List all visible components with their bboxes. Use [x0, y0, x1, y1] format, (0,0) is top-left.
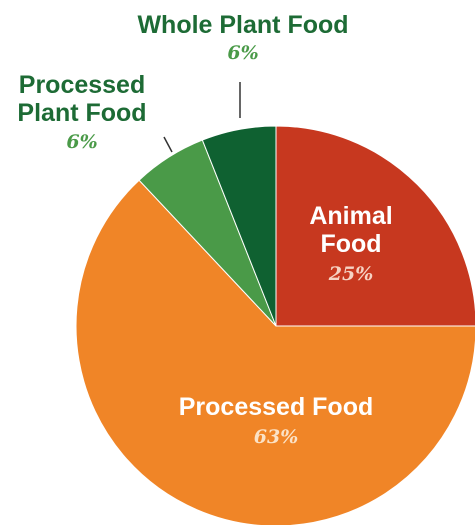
slice-value-processed-food: 63%: [254, 426, 299, 448]
slice-name-processed-plant-food-line-2: Plant Food: [17, 99, 146, 127]
slice-name-animal-food-line-1: Animal: [309, 202, 392, 230]
slices-layer: [75, 125, 475, 525]
slice-label-whole-plant-food: Whole Plant Food 6%: [137, 11, 348, 64]
pie-slice-animal-food: [275, 125, 475, 327]
slice-name-processed-food-line-1: Processed Food: [179, 393, 374, 421]
slice-value-processed-plant-food: 6%: [66, 131, 97, 153]
pie-slice-whole-plant-food: [201, 125, 277, 327]
slice-name-animal-food-line-2: Food: [320, 230, 381, 258]
slice-value-animal-food: 25%: [328, 263, 374, 285]
slice-value-whole-plant-food: 6%: [227, 42, 258, 64]
slice-name-processed-plant-food-line-1: Processed: [19, 71, 145, 99]
slice-label-processed-food: Processed Food 63%: [179, 393, 374, 448]
leader-line-processed-plant-food: [163, 136, 173, 153]
leader-lines: [163, 82, 241, 153]
slice-name-whole-plant-food-line-1: Whole Plant Food: [137, 11, 348, 39]
pie-slice-processed-food: [75, 179, 475, 525]
